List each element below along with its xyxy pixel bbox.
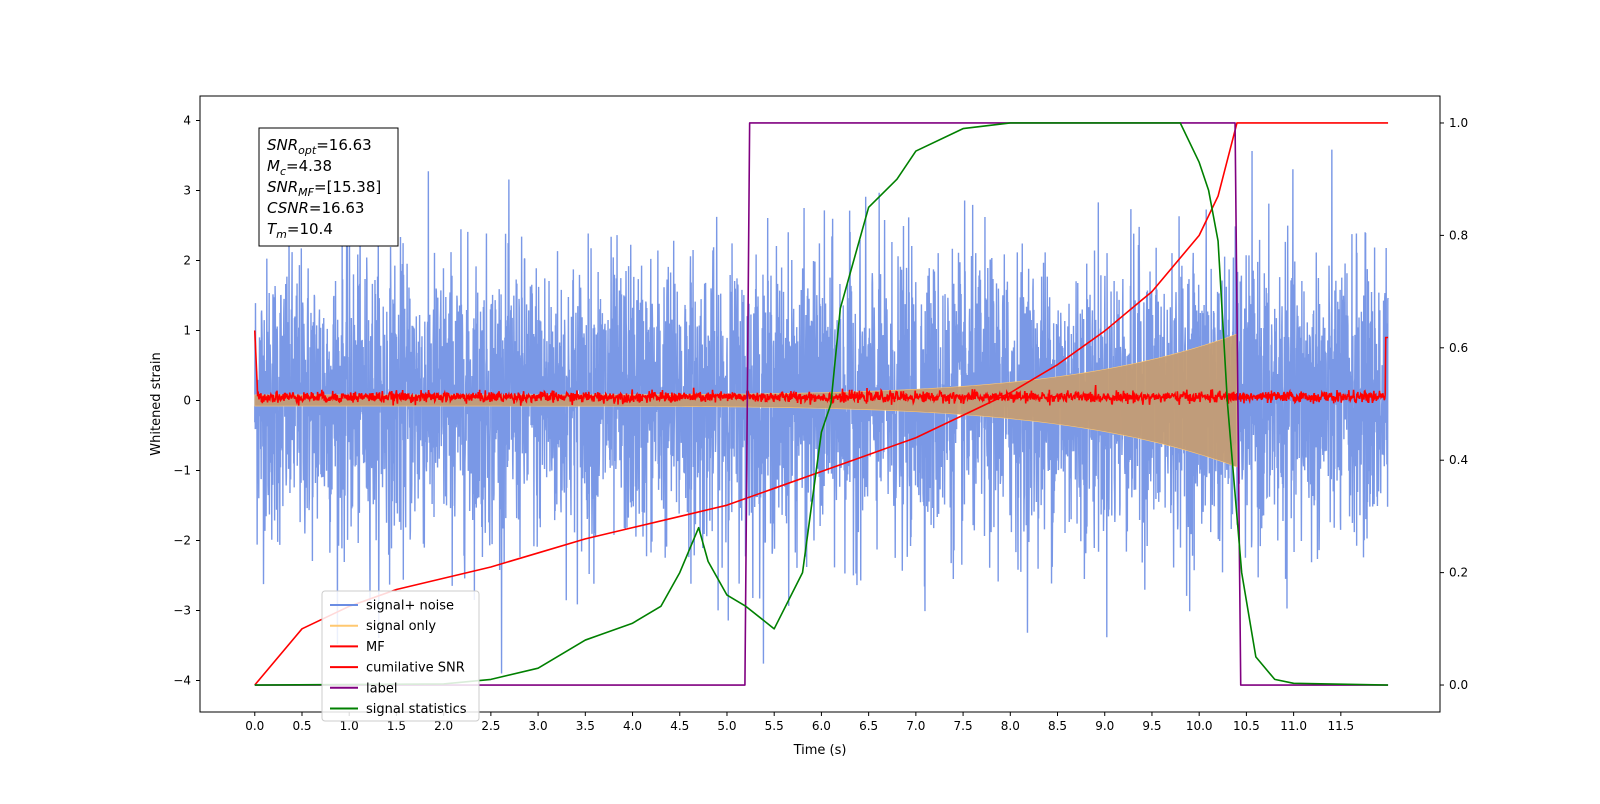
legend-label: label [366, 681, 397, 696]
x-tick-label: 5.5 [765, 719, 784, 733]
y-tick-label: 0 [183, 394, 191, 408]
x-tick-label: 2.5 [481, 719, 500, 733]
x-tick-label: 6.0 [812, 719, 831, 733]
legend-frame [321, 590, 480, 722]
x-axis: 0.0 0.5 1.0 1.5 2.0 2.5 3.0 3.5 4.0 4.5 5.0 5.5 6.0 6… [245, 712, 1354, 733]
x-tick-label: 2.0 [434, 719, 453, 733]
x-tick-label: 9.5 [1142, 719, 1161, 733]
plot-data-layer [253, 122, 1389, 686]
legend-label: signal+ noise [366, 599, 454, 614]
x-tick-label: 3.5 [576, 719, 595, 733]
y2-tick-label: 0.4 [1449, 453, 1468, 467]
x-tick-label: 11.0 [1280, 719, 1307, 733]
x-tick-label: 10.0 [1186, 719, 1213, 733]
x-tick-label: 4.0 [623, 719, 642, 733]
annotation-line: SNRMF=[15.38] [267, 178, 381, 199]
x-tick-label: 4.5 [670, 719, 689, 733]
legend: signal+ noise signal only MF cumilative SNR… [321, 590, 480, 722]
annotation-line: Mc=4.38 [267, 157, 332, 178]
x-tick-label: 11.5 [1327, 719, 1354, 733]
annotation-frame [258, 127, 399, 247]
y-tick-label: −2 [173, 534, 191, 548]
x-tick-label: 7.0 [906, 719, 925, 733]
y-tick-label: 3 [183, 184, 191, 198]
x-axis-label: Time (s) [793, 743, 847, 758]
y2-tick-label: 1.0 [1449, 116, 1468, 130]
series-mf [253, 330, 1389, 406]
y2-tick-label: 0.8 [1449, 228, 1468, 242]
series-label [254, 122, 1389, 686]
x-tick-label: 1.0 [340, 719, 359, 733]
y-tick-label: 2 [183, 254, 191, 268]
x-tick-label: 3.0 [529, 719, 548, 733]
x-tick-label: 7.5 [954, 719, 973, 733]
y-tick-label: 4 [183, 114, 191, 128]
x-tick-label: 0.5 [292, 719, 311, 733]
series-signal-statistics [254, 122, 1389, 686]
x-tick-label: 8.5 [1048, 719, 1067, 733]
series-cumulative-snr [254, 122, 1389, 686]
y-tick-label: −4 [173, 674, 191, 688]
y2-tick-label: 0.2 [1449, 566, 1468, 580]
x-tick-label: 9.0 [1095, 719, 1114, 733]
x-tick-label: 8.0 [1001, 719, 1020, 733]
y-tick-label: 1 [183, 324, 191, 338]
x-tick-label: 5.0 [717, 719, 736, 733]
annotation-line: Tm=10.4 [267, 220, 333, 241]
annotation-box: SNRopt=16.63Mc=4.38SNRMF=[15.38]CSNR=16.… [258, 127, 399, 247]
y-axis-left: 4 3 2 1 0 −1 −2 −3 −4 [173, 114, 200, 688]
y-tick-label: −1 [173, 464, 191, 478]
legend-label: signal only [366, 619, 436, 634]
y2-tick-label: 0.0 [1449, 678, 1468, 692]
annotation-line: CSNR=16.63 [267, 199, 364, 217]
y-axis-right: 1.0 0.8 0.6 0.4 0.2 0.0 [1440, 116, 1468, 692]
x-tick-label: 6.5 [859, 719, 878, 733]
y-axis-label: Whitened strain [149, 352, 164, 455]
legend-label: cumilative SNR [366, 661, 465, 676]
legend-label: MF [366, 640, 385, 655]
y2-tick-label: 0.6 [1449, 341, 1468, 355]
plot-frame [199, 95, 1441, 713]
x-tick-label: 1.5 [387, 719, 406, 733]
y-tick-label: −3 [173, 604, 191, 618]
annotation-line: SNRopt=16.63 [267, 136, 372, 157]
legend-label: signal statistics [366, 702, 467, 717]
x-tick-label: 10.5 [1233, 719, 1260, 733]
x-tick-label: 0.0 [245, 719, 264, 733]
